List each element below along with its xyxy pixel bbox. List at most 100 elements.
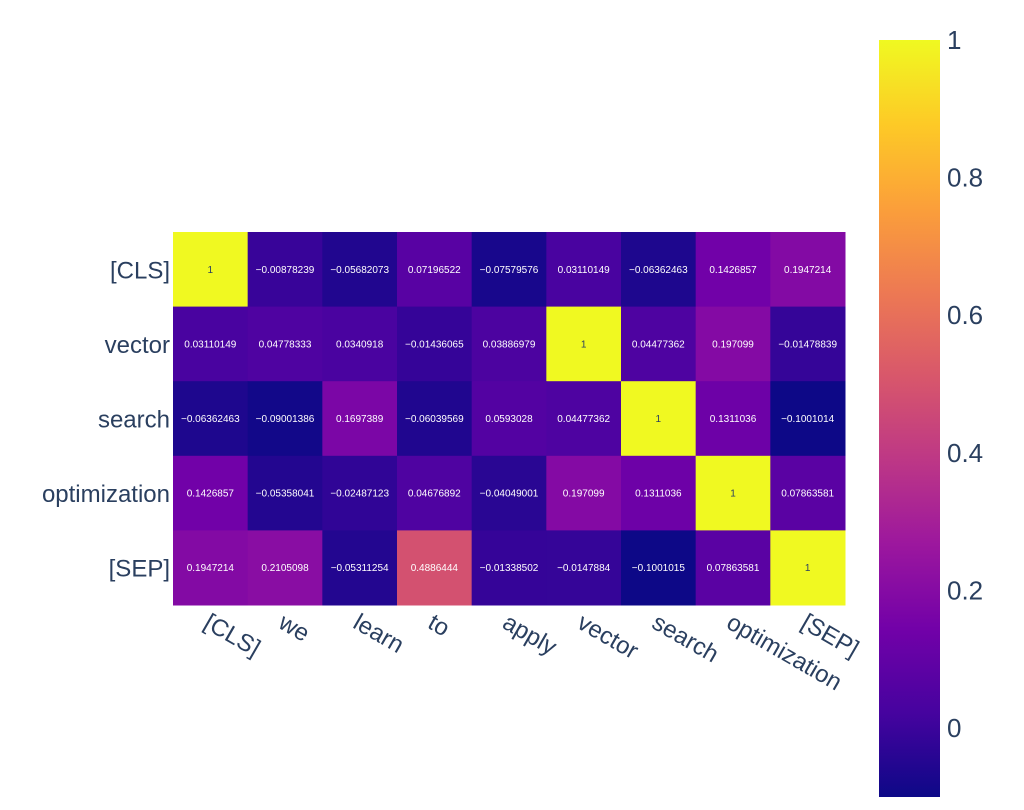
y-tick-label: [SEP] <box>109 556 170 583</box>
heatmap-cell <box>546 455 622 531</box>
y-tick-label: optimization <box>42 481 170 508</box>
heatmap-cell <box>546 306 622 382</box>
heatmap-cell <box>621 306 697 382</box>
heatmap-cell-label: 0.2105098 <box>261 563 309 574</box>
colorbar-tick-labels: 0 0.2 0.4 0.6 0.8 1 <box>947 25 983 743</box>
heatmap-cell-label: 0.197099 <box>563 489 605 500</box>
x-axis-tick-labels: [CLS] we learn to apply vector searchoptimizat… <box>199 608 863 696</box>
heatmap-cell <box>770 455 846 531</box>
heatmap-cell <box>471 232 547 308</box>
heatmap-cell-label: 0.07863581 <box>707 563 760 574</box>
heatmap-cell <box>397 232 473 308</box>
heatmap-cell-label: −0.01436065 <box>405 339 464 350</box>
heatmap-cell <box>173 455 249 531</box>
colorbar-tick-label: 0.6 <box>947 300 983 330</box>
heatmap-cell <box>397 455 473 531</box>
heatmap-cell <box>621 530 697 606</box>
heatmap-cell <box>247 306 323 382</box>
colorbar <box>879 40 940 797</box>
heatmap-cell-label: 0.03886979 <box>483 339 536 350</box>
heatmap-cell <box>173 232 249 308</box>
heatmap-cell-label: 0.04778333 <box>259 339 312 350</box>
heatmap-cell <box>621 232 697 308</box>
y-axis-tick-labels: [CLS] vector search optimization [SEP] <box>42 257 170 582</box>
heatmap-cell <box>770 232 846 308</box>
heatmap-cell <box>546 232 622 308</box>
heatmap-cell <box>397 381 473 457</box>
heatmap-cell-label: 1 <box>208 265 214 276</box>
heatmap-cell <box>322 455 398 531</box>
heatmap-cell <box>471 381 547 457</box>
heatmap-cell <box>173 381 249 457</box>
heatmap-cell <box>621 455 697 531</box>
heatmap-cell <box>621 381 697 457</box>
heatmap-cell <box>695 232 771 308</box>
heatmap-cell-label: 0.1697389 <box>336 414 384 425</box>
heatmap-cell-label: 0.07863581 <box>781 489 834 500</box>
colorbar-tick-label: 0.2 <box>947 575 983 605</box>
colorbar-tick-label: 0.4 <box>947 438 983 468</box>
heatmap-cell-label: −0.1001014 <box>781 414 835 425</box>
heatmap-cell-label: −0.06362463 <box>181 414 240 425</box>
heatmap-cell-label: −0.01338502 <box>480 563 539 574</box>
heatmap-cell-label: −0.07579576 <box>480 265 539 276</box>
heatmap-cell <box>695 530 771 606</box>
heatmap-cell-label: 1 <box>730 489 736 500</box>
heatmap-cell-label: 0.1426857 <box>187 489 235 500</box>
y-tick-label: search <box>98 407 170 434</box>
heatmap-cell-label: 1 <box>805 563 811 574</box>
heatmap-cell-label: 0.0340918 <box>336 339 384 350</box>
heatmap-cell-label: −0.06362463 <box>629 265 688 276</box>
heatmap-cell-label: 0.04477362 <box>632 339 685 350</box>
heatmap-cell-label: −0.0147884 <box>557 563 611 574</box>
heatmap-cell-label: 0.0593028 <box>485 414 533 425</box>
heatmap-cell-label: 0.04676892 <box>408 489 461 500</box>
heatmap-cell <box>770 306 846 382</box>
x-tick-label: [CLS] <box>199 609 264 662</box>
heatmap-cell-label: 1 <box>656 414 662 425</box>
heatmap-cell-label: 0.1311036 <box>635 489 682 500</box>
colorbar-tick-label: 1 <box>947 25 961 55</box>
heatmap-cell-labels: 1 −0.00878239 −0.05682073 0.07196522 −0.0757… <box>181 265 837 574</box>
heatmap-cell <box>247 455 323 531</box>
heatmap-cell <box>322 306 398 382</box>
heatmap-cell-label: −0.02487123 <box>330 489 389 500</box>
y-tick-label: vector <box>105 332 170 359</box>
heatmap-cell-label: 0.03110149 <box>558 265 611 276</box>
heatmap-cell-label: 0.1947214 <box>187 563 235 574</box>
heatmap-cell-label: 0.1426857 <box>709 265 757 276</box>
heatmap-cell <box>770 381 846 457</box>
heatmap-cell-label: 0.197099 <box>712 339 754 350</box>
heatmap-cells <box>173 232 846 606</box>
heatmap-cell-label: −0.05682073 <box>330 265 389 276</box>
heatmap-cell-label: −0.00878239 <box>256 265 315 276</box>
heatmap-cell <box>770 530 846 606</box>
colorbar-gradient <box>879 40 940 797</box>
heatmap-cell <box>695 306 771 382</box>
heatmap-cell <box>695 381 771 457</box>
heatmap-cell-label: 0.1311036 <box>710 414 757 425</box>
y-tick-label: [CLS] <box>110 257 170 284</box>
heatmap-cell-label: −0.05358041 <box>256 489 315 500</box>
heatmap-cell <box>322 232 398 308</box>
heatmap-cell-label: 0.04477362 <box>557 414 610 425</box>
heatmap-cell-label: −0.1001015 <box>632 563 686 574</box>
heatmap-cell <box>322 530 398 606</box>
heatmap-cell <box>471 306 547 382</box>
heatmap-cell <box>173 306 249 382</box>
heatmap-cell <box>546 530 622 606</box>
heatmap-cell <box>695 455 771 531</box>
heatmap-cell <box>397 530 473 606</box>
heatmap-cell-label: 0.1947214 <box>784 265 832 276</box>
x-tick-label: to <box>423 609 454 642</box>
heatmap-cell-label: 0.4886444 <box>411 563 459 574</box>
x-tick-label: learn <box>349 609 409 659</box>
heatmap-cell-label: 0.03110149 <box>184 339 237 350</box>
heatmap-cell <box>173 530 249 606</box>
heatmap-cell-label: −0.09001386 <box>256 414 315 425</box>
x-tick-label: we <box>273 608 314 647</box>
heatmap-cell <box>247 232 323 308</box>
heatmap-cell-label: −0.05311254 <box>331 563 389 574</box>
heatmap-cell-label: 1 <box>581 339 587 350</box>
